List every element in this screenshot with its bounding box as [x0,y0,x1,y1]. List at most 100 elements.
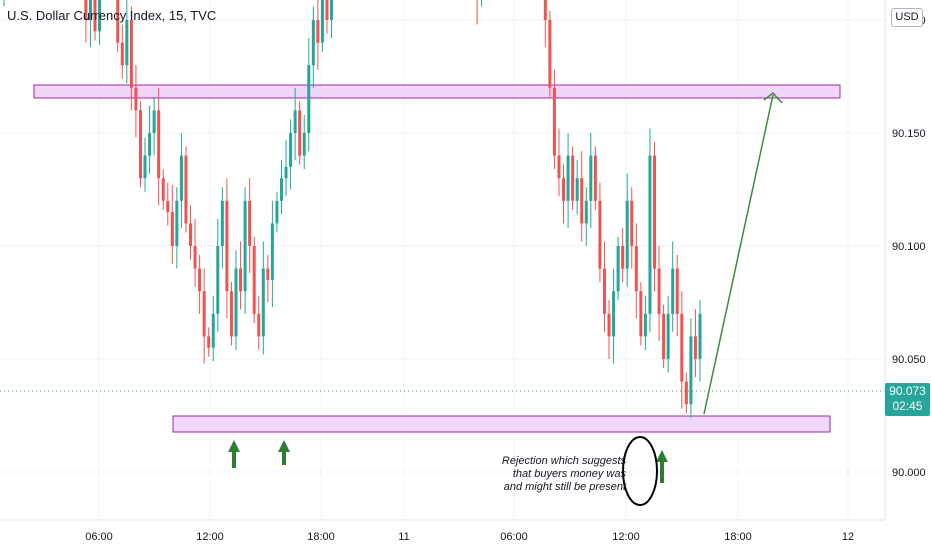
candle-body [148,133,152,156]
candle-body [266,268,270,280]
candle-body [284,166,288,179]
chart-title: U.S. Dollar Currency Index, 15, TVC [7,8,217,23]
candle-body [207,336,211,348]
x-tick-label: 18:00 [307,531,335,543]
candle-body [621,246,625,269]
projection-arrowhead [763,91,783,104]
candle-body [675,268,679,314]
candle-body [548,20,552,88]
candle-body [330,0,334,20]
candle-body [198,268,202,292]
candle-body [239,268,243,292]
candle-body [625,200,629,269]
candle-body [693,336,697,359]
candle-body [289,133,293,167]
candle-body [152,110,156,133]
candle-body [671,268,675,314]
candle-body [98,0,102,32]
candle-body [298,110,302,156]
candle-body [261,268,265,337]
rejection-note-line-1: Rejection which suggests [501,455,626,467]
candle-body [229,291,233,337]
support-zone[interactable] [172,415,831,433]
up-arrow-3[interactable] [656,450,668,483]
x-tick-label: 18:00 [724,531,752,543]
candle-body [179,155,183,201]
candle-body [575,178,579,201]
candle-body [593,155,597,201]
candle-body [116,0,120,43]
candle-body [216,246,220,314]
y-tick-label: 90.150 [892,128,926,140]
resistance-zone[interactable] [33,84,841,99]
candle-body [184,155,188,224]
candle-body [680,313,684,382]
candle-body [189,223,193,246]
candle-body [566,155,570,201]
candle-body [161,178,165,201]
projection-arrow[interactable] [703,94,774,415]
candle-body [634,246,638,292]
candle-body [689,336,693,405]
candle-body [580,178,584,224]
x-tick-label: 06:00 [500,531,528,543]
candle-body [584,200,588,224]
rejection-note[interactable]: Rejection which suggests that buyers mon… [466,455,626,494]
candle-body [571,155,575,201]
candle-body [543,0,547,20]
candle-body [684,381,688,405]
candle-body [120,42,124,66]
x-tick-label: 12 [842,531,854,543]
price-axis: 90.00090.05090.10090.15090.20090.25090.3… [884,0,926,520]
candle-body [220,200,224,246]
candle-body [589,155,593,201]
candle-body [552,87,556,156]
candle-body [170,212,174,246]
candle-body [84,0,88,20]
bar-countdown: 02:45 [892,399,923,413]
candle-body [607,313,611,337]
rejection-ellipse[interactable] [622,436,658,506]
x-tick-label: 11 [398,531,409,543]
candle-body [243,200,247,292]
candle-body [202,291,206,337]
candle-body [166,200,170,213]
candle-body [129,20,133,88]
candle-body [562,178,566,201]
candle-body [157,110,161,179]
candle-body [643,313,647,337]
y-tick-label: 90.000 [892,467,926,479]
x-tick-label: 06:00 [85,531,113,543]
candle-body [612,291,616,337]
candle-body [302,133,306,156]
candle-body [598,200,602,269]
candle-body [557,155,561,179]
candle-body [257,313,261,337]
candle-body [275,200,279,224]
candle-body [138,110,142,179]
candle-body [134,87,138,111]
x-tick-label: 12:00 [612,531,640,543]
current-price-value: 90.073 [889,384,926,398]
rejection-note-line-2: that buyers money was [512,468,626,480]
candle-body [234,268,238,337]
rejection-note-line-3: and might still be present [503,481,626,493]
candle-body [93,0,97,32]
candle-body [307,65,311,133]
candle-body [657,268,661,314]
up-arrow-1[interactable] [228,440,240,468]
candle-body [211,313,215,348]
candle-body [648,155,652,314]
currency-badge[interactable]: USD [891,8,923,27]
y-tick-label: 90.050 [892,354,926,366]
candle-body [320,0,324,43]
candle-body [602,268,606,314]
candle-body [125,20,129,66]
candle-body [143,155,147,179]
up-arrow-2[interactable] [278,440,290,465]
candle-body [279,178,283,201]
candle-body [662,313,666,359]
candle-body [225,200,229,292]
candle-body [311,20,315,66]
